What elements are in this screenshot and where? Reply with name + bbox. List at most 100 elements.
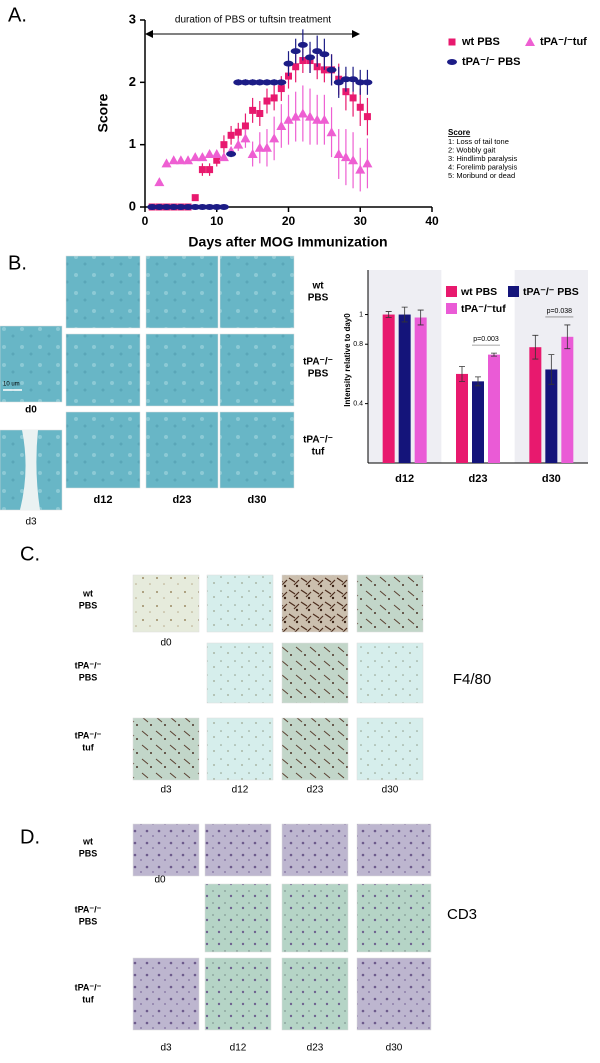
micrograph: [281, 642, 349, 704]
bar: [472, 381, 484, 463]
micrograph: [356, 883, 432, 953]
micrograph: [281, 717, 349, 781]
point: [290, 111, 301, 121]
score-key-item: 1: Loss of tail tone: [448, 137, 509, 146]
micrograph: [145, 255, 219, 329]
point: [297, 41, 308, 48]
point: [233, 139, 244, 149]
point: [213, 156, 221, 164]
micrograph: [206, 642, 274, 704]
x-tick-label: d23: [469, 473, 488, 485]
legend-swatch: [446, 286, 457, 297]
point: [333, 149, 344, 159]
error-bar: [548, 354, 555, 385]
point: [362, 79, 373, 86]
point: [292, 63, 300, 71]
score-key-item: 4: Forelimb paralysis: [448, 162, 517, 171]
baseline-label: d0: [160, 638, 172, 649]
bar: [398, 314, 411, 463]
micrograph: [204, 883, 272, 953]
column-label: d12: [232, 785, 249, 796]
point: [175, 204, 186, 210]
point: [240, 79, 251, 86]
point: [198, 166, 206, 174]
x-axis-label: Days after MOG Immunization: [188, 234, 387, 250]
stain-label: F4/80: [453, 671, 491, 688]
error-bar: [532, 334, 539, 360]
point: [190, 152, 201, 162]
point: [319, 114, 330, 124]
y-tick-label: 1: [359, 311, 363, 318]
point: [290, 48, 301, 55]
legend-label: wt PBS: [461, 36, 500, 48]
point: [204, 149, 215, 159]
row-label: tPA⁻/⁻: [75, 660, 102, 670]
point: [340, 152, 351, 162]
point: [226, 151, 237, 158]
micrograph: [145, 333, 219, 407]
point: [168, 155, 179, 165]
row-label: wt: [82, 588, 93, 598]
point: [183, 204, 194, 210]
row-label: tuf: [312, 447, 325, 458]
point: [206, 166, 214, 174]
point: [269, 79, 280, 86]
x-tick-label: 30: [354, 214, 368, 228]
point: [154, 204, 165, 210]
y-tick-label: 0.8: [353, 341, 363, 348]
point: [211, 149, 222, 159]
micrograph: [356, 823, 432, 877]
point: [326, 66, 337, 73]
error-bar: [564, 324, 571, 350]
legend-label: tPA⁻/⁻ PBS: [523, 286, 579, 298]
x-tick-label: d12: [395, 473, 414, 485]
point: [220, 141, 228, 149]
point: [362, 158, 373, 168]
p-value: p=0.038: [547, 308, 573, 315]
micrograph: [281, 574, 349, 633]
point: [254, 79, 265, 86]
row-label: PBS: [79, 916, 98, 926]
legend-label: wt PBS: [460, 286, 497, 298]
point: [240, 133, 251, 143]
legend-swatch: [447, 59, 457, 65]
legend-swatch: [448, 38, 456, 46]
point: [161, 158, 172, 168]
score-key-item: 5: Moribund or dead: [448, 171, 515, 180]
point: [356, 103, 364, 111]
point: [175, 155, 186, 165]
column-label: d12: [94, 494, 113, 506]
p-value: p=0.003: [473, 336, 499, 343]
y-tick-label: 3: [129, 11, 136, 26]
panel-label: A.: [8, 4, 27, 26]
row-label: tPA⁻/⁻: [303, 435, 333, 446]
micrograph: [132, 823, 200, 877]
point: [270, 94, 278, 102]
baseline-label: d0: [25, 405, 37, 416]
y-axis-label: Intensity relative to day0: [343, 313, 352, 407]
point: [161, 204, 172, 210]
x-tick-label: 20: [282, 214, 296, 228]
micrograph: [219, 255, 295, 329]
row-label: PBS: [308, 369, 329, 380]
point: [297, 108, 308, 118]
point: [256, 110, 264, 117]
point: [348, 76, 359, 83]
point: [319, 51, 330, 58]
column-label: d30: [248, 494, 267, 506]
y-tick-label: 2: [129, 74, 136, 89]
baseline-label: d0: [154, 875, 166, 886]
legend-label: tPA⁻/⁻tuf: [461, 303, 506, 315]
micrograph: [356, 717, 424, 781]
point: [147, 204, 158, 210]
micrograph: [219, 333, 295, 407]
point: [340, 76, 351, 83]
error-bar: [459, 366, 465, 382]
error-bar: [401, 306, 408, 323]
point: [312, 48, 323, 55]
point: [168, 204, 179, 210]
point: [283, 114, 294, 124]
row-label: PBS: [308, 293, 329, 304]
point: [227, 131, 235, 139]
